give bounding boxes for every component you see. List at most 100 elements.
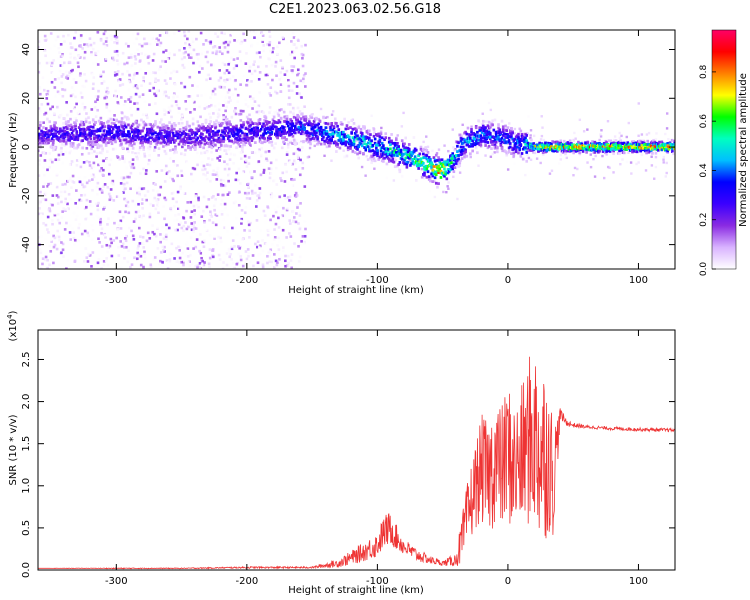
- heatmap-cell: [194, 143, 197, 147]
- heatmap-cell: [196, 136, 200, 140]
- heatmap-cell: [158, 34, 162, 37]
- heatmap-cell: [92, 62, 95, 65]
- heatmap-cell: [434, 181, 438, 185]
- heatmap-cell: [127, 211, 131, 215]
- heatmap-cell: [344, 127, 348, 131]
- heatmap-cell: [485, 129, 489, 133]
- heatmap-cell: [72, 211, 76, 215]
- heatmap-cell: [481, 139, 485, 143]
- heatmap-cell: [247, 251, 250, 255]
- heatmap-cell: [248, 229, 252, 233]
- heatmap-cell: [275, 62, 278, 66]
- heatmap-cell: [84, 247, 87, 250]
- heatmap-cell: [202, 172, 205, 176]
- heatmap-cell: [365, 143, 369, 146]
- heatmap-cell: [271, 47, 275, 50]
- heatmap-cell: [141, 144, 144, 147]
- heatmap-cell: [65, 186, 69, 189]
- heatmap-cell: [461, 123, 464, 127]
- heatmap-cell: [110, 241, 113, 245]
- heatmap-cell: [57, 158, 61, 162]
- heatmap-cell: [120, 142, 123, 146]
- heatmap-cell: [143, 42, 147, 46]
- heatmap-cell: [477, 119, 480, 123]
- heatmap-cell: [492, 140, 496, 143]
- heatmap-cell: [66, 113, 69, 117]
- heatmap-cell: [266, 102, 270, 105]
- heatmap-cell: [291, 106, 295, 110]
- heatmap-cell: [71, 63, 75, 66]
- heatmap-cell: [96, 63, 100, 66]
- heatmap-cell: [72, 51, 75, 54]
- heatmap-cell: [98, 187, 102, 191]
- heatmap-cell: [41, 82, 44, 86]
- heatmap-cell: [49, 53, 52, 56]
- heatmap-cell: [131, 139, 135, 143]
- heatmap-cell: [38, 236, 40, 239]
- heatmap-cell: [77, 55, 81, 58]
- heatmap-cell: [336, 124, 339, 128]
- heatmap-cell: [162, 50, 165, 54]
- heatmap-cell: [351, 127, 355, 131]
- heatmap-cell: [292, 115, 296, 119]
- heatmap-cell: [340, 122, 344, 126]
- heatmap-cell: [395, 151, 398, 154]
- heatmap-cell: [137, 175, 141, 179]
- heatmap-cell: [420, 175, 424, 179]
- heatmap-cell: [207, 40, 211, 44]
- heatmap-cell: [235, 262, 239, 266]
- heatmap-cell: [275, 129, 278, 132]
- heatmap-cell: [532, 134, 536, 138]
- heatmap-cell: [330, 159, 333, 162]
- heatmap-cell: [288, 161, 291, 165]
- heatmap-cell: [257, 104, 261, 108]
- heatmap-cell: [54, 38, 58, 42]
- heatmap-cell: [228, 174, 232, 177]
- heatmap-cell: [654, 155, 658, 159]
- heatmap-cell: [168, 109, 172, 113]
- heatmap-cell: [251, 254, 255, 257]
- heatmap-cell: [239, 140, 243, 144]
- heatmap-cell: [480, 131, 484, 134]
- heatmap-cell: [61, 73, 65, 76]
- heatmap-cell: [83, 43, 86, 46]
- heatmap-cell: [181, 132, 184, 135]
- heatmap-cell: [237, 54, 240, 57]
- heatmap-cell: [85, 81, 88, 84]
- heatmap-cell: [589, 153, 592, 156]
- heatmap-cell: [78, 108, 82, 111]
- heatmap-cell: [61, 183, 65, 186]
- heatmap-cell: [147, 147, 150, 151]
- heatmap-cell: [216, 166, 220, 169]
- heatmap-cell: [237, 245, 240, 248]
- heatmap-cell: [100, 80, 104, 83]
- heatmap-cell: [232, 58, 236, 61]
- heatmap-cell: [113, 41, 116, 44]
- heatmap-cell: [177, 261, 181, 264]
- heatmap-cell: [303, 234, 307, 238]
- heatmap-cell: [91, 228, 95, 232]
- heatmap-cell: [386, 147, 390, 151]
- heatmap-cell: [285, 208, 289, 212]
- heatmap-cell: [163, 245, 166, 249]
- heatmap-cell: [93, 150, 96, 153]
- heatmap-cell: [167, 260, 170, 264]
- heatmap-cell: [475, 147, 478, 150]
- heatmap-cell: [100, 82, 104, 85]
- heatmap-cell: [208, 218, 211, 222]
- heatmap-cell: [56, 218, 60, 222]
- heatmap-cell: [67, 179, 70, 182]
- heatmap-cell: [526, 153, 529, 156]
- heatmap-cell: [268, 57, 271, 61]
- heatmap-cell: [270, 130, 274, 134]
- heatmap-cell: [246, 121, 250, 125]
- heatmap-cell: [273, 203, 277, 206]
- heatmap-cell: [169, 176, 172, 180]
- heatmap-cell: [60, 81, 63, 85]
- heatmap-cell: [191, 100, 195, 103]
- heatmap-cell: [97, 237, 100, 241]
- heatmap-cell: [259, 127, 263, 131]
- heatmap-cell: [613, 135, 617, 138]
- heatmap-cell: [108, 34, 112, 38]
- heatmap-cell: [264, 116, 268, 120]
